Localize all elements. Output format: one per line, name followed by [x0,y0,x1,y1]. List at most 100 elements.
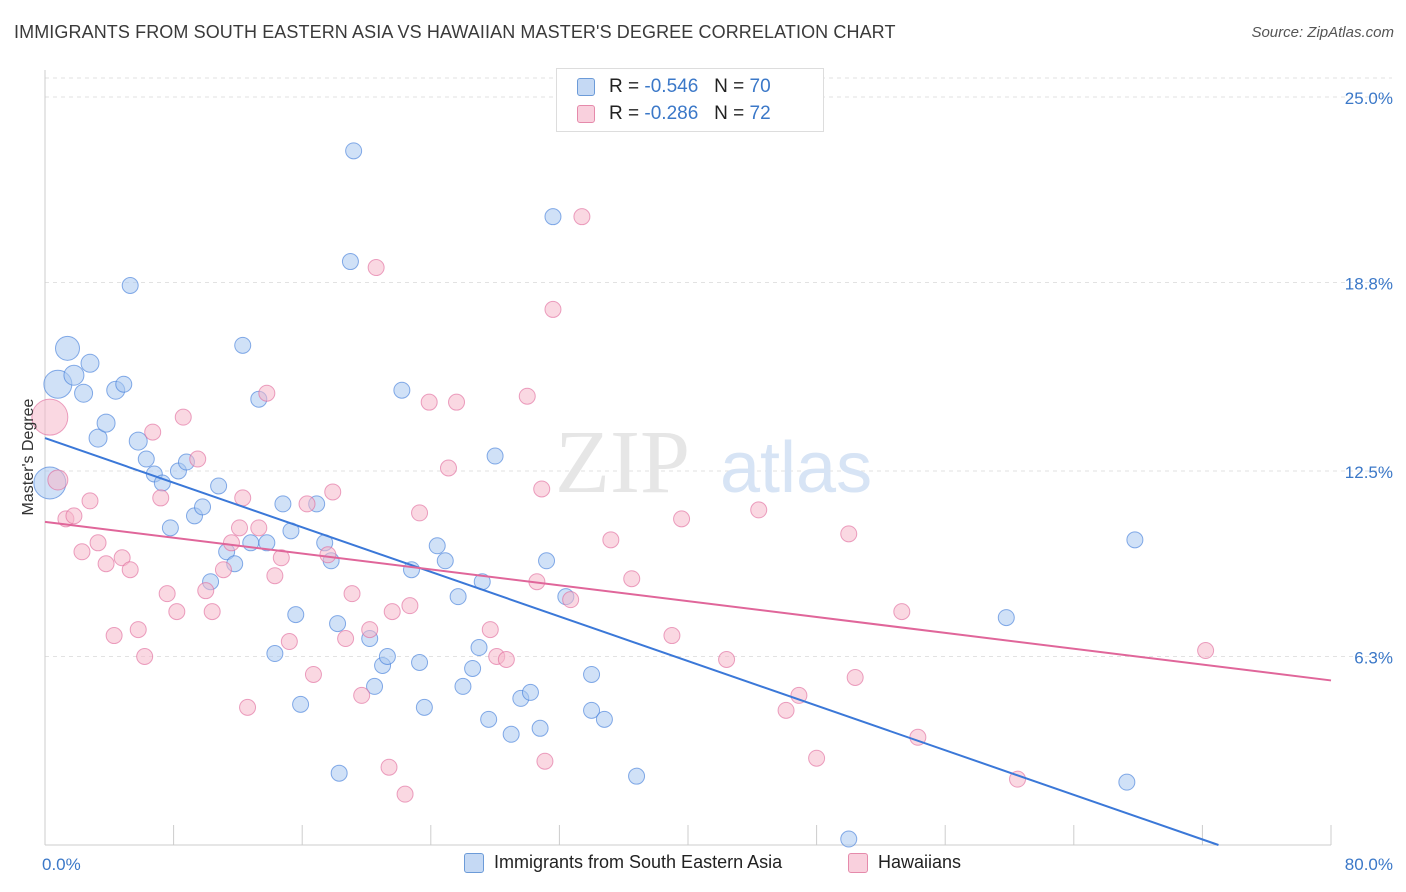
point-hawaiians [562,591,580,609]
point-immigrants [329,615,347,633]
y-tick-labels: 6.3% 12.5% 18.8% 25.0% [1345,89,1393,668]
point-hawaiians [448,393,466,411]
point-hawaiians [129,621,147,639]
point-immigrants [628,767,646,785]
blue-swatch [577,78,595,96]
point-hawaiians [401,597,419,615]
chart-title: IMMIGRANTS FROM SOUTH EASTERN ASIA VS HA… [14,22,896,42]
point-hawaiians [840,525,858,543]
point-immigrants [234,336,252,354]
point-hawaiians [174,408,192,426]
point-immigrants [840,830,858,848]
point-immigrants [128,431,148,451]
point-immigrants [121,276,139,294]
point-hawaiians [324,483,342,501]
point-hawaiians [623,570,641,588]
point-hawaiians [481,621,499,639]
legend-row-pink: R = -0.286 N = 72 [577,102,771,126]
grid-lines [45,77,1392,658]
y-axis-label: Master's Degree [20,398,37,515]
x-axis-ticks [173,825,1332,845]
point-immigrants [96,413,116,433]
point-hawaiians [718,650,736,668]
point-hawaiians [573,208,591,226]
point-immigrants [330,764,348,782]
point-immigrants [210,477,228,495]
point-hawaiians [750,501,768,519]
point-immigrants [1118,773,1136,791]
point-hawaiians [203,603,221,621]
x-tick-label-min: 0.0% [42,855,81,874]
point-hawaiians [383,603,401,621]
point-hawaiians [380,758,398,776]
point-hawaiians [222,534,240,552]
pink-swatch [577,105,595,123]
point-hawaiians [533,480,551,498]
point-immigrants [583,665,601,683]
y-tick-label: 12.5% [1345,463,1393,482]
point-immigrants [266,645,284,663]
point-immigrants [80,353,100,373]
point-immigrants [470,639,488,657]
point-immigrants [341,253,359,271]
source-label: Source: ZipAtlas.com [1251,24,1394,41]
point-immigrants [161,519,179,537]
point-immigrants [63,364,85,386]
n-value-pink: 72 [749,103,771,124]
point-immigrants [415,698,433,716]
point-hawaiians [544,300,562,318]
point-immigrants [521,683,539,701]
point-hawaiians [65,507,83,525]
point-immigrants [74,383,94,403]
point-hawaiians [231,519,249,537]
point-hawaiians [663,627,681,645]
point-immigrants [486,447,504,465]
point-immigrants [449,588,467,606]
point-immigrants [544,208,562,226]
series-legend: Immigrants from South Eastern Asia Hawai… [0,852,1406,878]
data-points [31,142,1215,848]
point-hawaiians [266,567,284,585]
point-hawaiians [396,785,414,803]
point-hawaiians [89,534,107,552]
point-hawaiians [536,752,554,770]
point-immigrants [378,648,396,666]
point-hawaiians [234,489,252,507]
point-immigrants [595,710,613,728]
immigrants-swatch [464,852,484,873]
point-hawaiians [144,423,162,441]
point-hawaiians [214,561,232,579]
point-immigrants [480,710,498,728]
point-immigrants [55,335,81,361]
y-tick-label: 6.3% [1354,649,1393,668]
point-immigrants [464,659,482,677]
point-hawaiians [158,585,176,603]
point-hawaiians [1009,770,1027,788]
point-immigrants [531,719,549,737]
point-hawaiians [272,549,290,567]
point-immigrants [88,428,108,448]
trend-line-hawaiians [44,520,1332,682]
point-immigrants [194,498,212,516]
point-hawaiians [113,549,131,567]
point-hawaiians [337,630,355,648]
point-hawaiians [439,459,457,477]
point-immigrants [287,606,305,624]
point-hawaiians [250,519,268,537]
watermark-zip: ZIP [555,413,690,512]
point-hawaiians [367,259,385,277]
point-hawaiians [790,686,808,704]
point-hawaiians [411,504,429,522]
r-value-blue: -0.546 [644,76,699,97]
point-hawaiians [121,561,139,579]
point-hawaiians [31,398,69,436]
watermark-atlas: atlas [720,428,872,508]
point-immigrants [115,375,133,393]
point-hawaiians [893,603,911,621]
point-hawaiians [497,650,515,668]
point-hawaiians [258,384,276,402]
y-tick-label: 18.8% [1345,275,1393,294]
point-hawaiians [168,603,186,621]
point-hawaiians [777,701,795,719]
point-hawaiians [189,450,207,468]
